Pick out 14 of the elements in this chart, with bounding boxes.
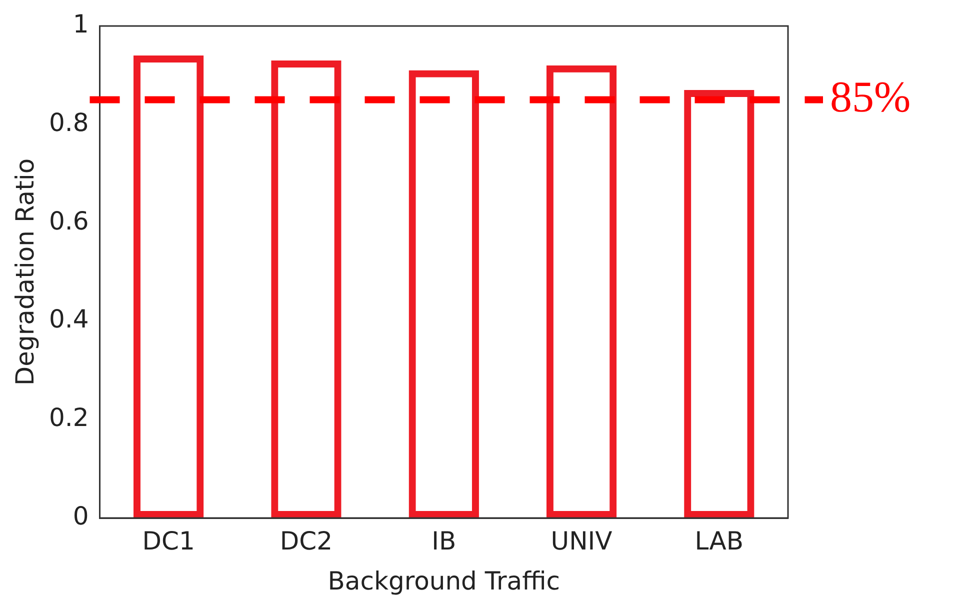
x-tick-label: DC2 (280, 526, 333, 556)
y-tick-label: 0.8 (48, 108, 89, 137)
ref-line-label: 85% (830, 72, 911, 122)
y-tick-label: 1 (72, 10, 89, 38)
y-tick-label: 0 (72, 502, 89, 530)
x-tick-label: IB (432, 526, 456, 556)
y-axis-title: Degradation Ratio (10, 158, 40, 386)
x-tick-label: DC1 (142, 526, 195, 556)
x-tick-label: LAB (694, 526, 744, 556)
y-tick-label: 0.6 (48, 206, 89, 236)
y-tick-label: 0.2 (48, 403, 89, 432)
x-axis-title: Background Traffic (328, 566, 560, 596)
x-tick-label: UNIV (550, 526, 612, 556)
y-tick-label: 0.4 (48, 304, 89, 334)
